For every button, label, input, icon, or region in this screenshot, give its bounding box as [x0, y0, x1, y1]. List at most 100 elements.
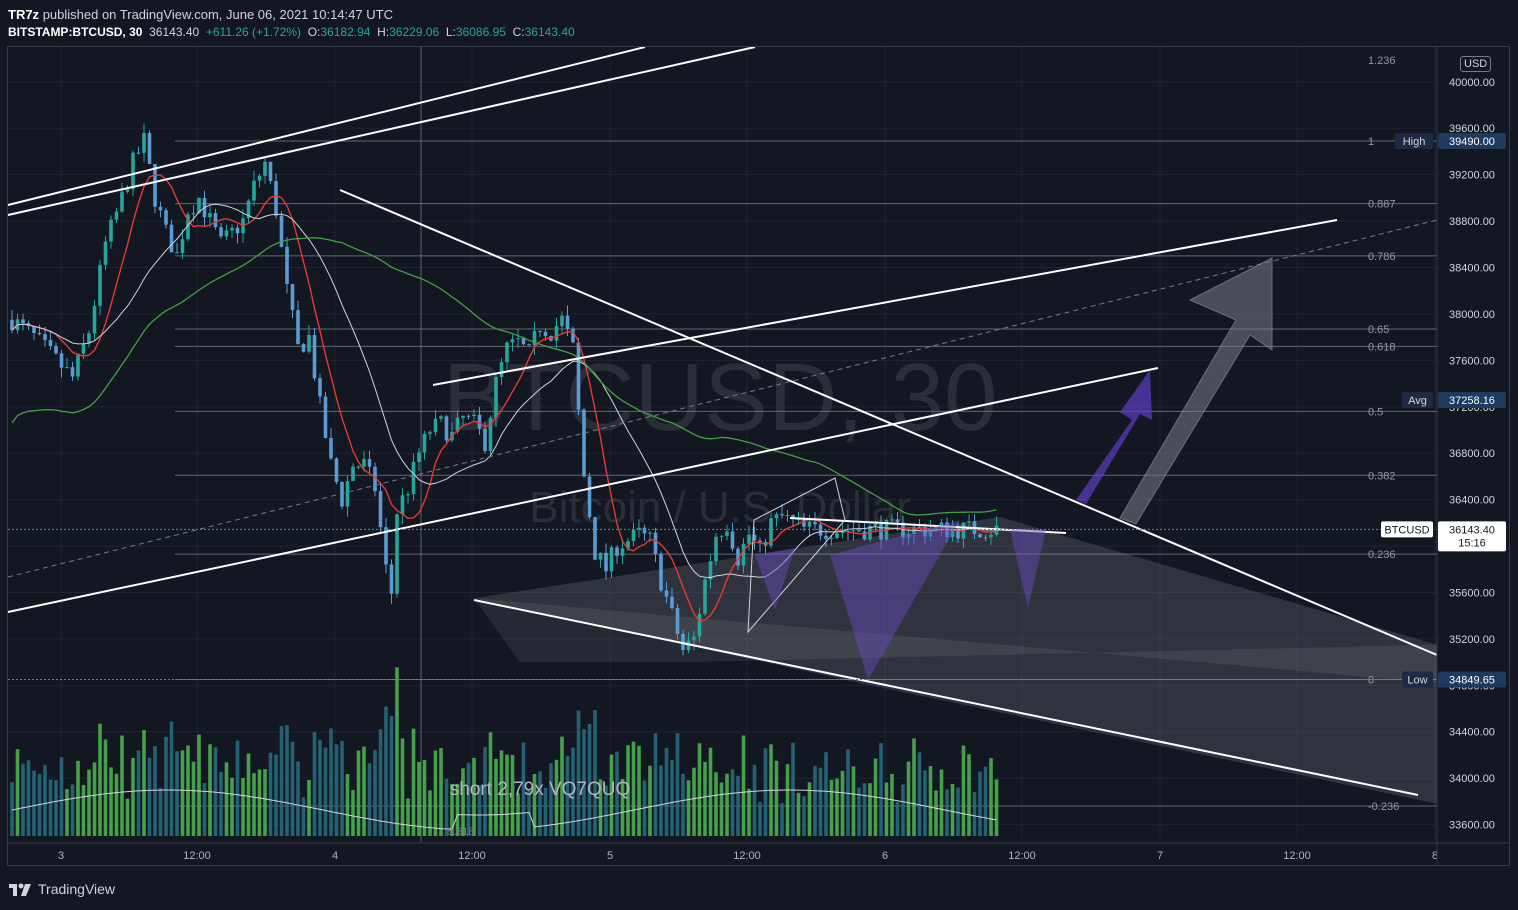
fib-level-label: 0.5: [1368, 406, 1383, 418]
y-tick-label: 35600.00: [1449, 587, 1495, 599]
candle-body: [769, 518, 773, 546]
candle-body: [983, 537, 988, 539]
candle-body: [197, 197, 201, 214]
volume-bar: [510, 755, 515, 836]
volume-bar: [197, 734, 201, 836]
y-tick-label: 39600.00: [1449, 123, 1495, 135]
volume-bar: [103, 739, 108, 836]
candle-body: [472, 414, 476, 417]
candle-body: [389, 564, 394, 594]
volume-bar: [653, 733, 658, 836]
candle-body: [131, 152, 135, 190]
candle-body: [70, 367, 75, 377]
volume-bar: [725, 773, 729, 836]
volume-bar: [334, 744, 339, 836]
volume-bar: [472, 757, 476, 836]
candle-body: [439, 416, 443, 419]
currency-tag[interactable]: USD: [1460, 56, 1492, 72]
candle-body: [626, 541, 630, 549]
candle-body: [373, 466, 377, 492]
volume-bar: [582, 729, 586, 836]
price-tag-value-bg: [1438, 671, 1506, 688]
candle-body: [637, 527, 641, 530]
volume-bar: [609, 754, 614, 836]
y-tick-label: 33600.00: [1449, 820, 1495, 832]
volume-bar: [521, 742, 526, 836]
candle-body: [340, 482, 344, 507]
volume-bar: [835, 778, 839, 836]
volume-bar: [956, 787, 960, 836]
volume-bar: [422, 759, 427, 836]
volume-bar: [76, 760, 80, 836]
x-tick-label: 5: [607, 850, 613, 862]
volume-bar: [747, 788, 751, 836]
volume-bar: [131, 757, 135, 836]
volume-bar: [230, 777, 234, 836]
high-label: H:: [377, 25, 390, 39]
fib-level-label: 0.65: [1368, 324, 1389, 336]
candle-body: [252, 180, 256, 201]
trend-line: [7, 367, 1159, 613]
tradingview-brand: TradingView: [38, 881, 116, 897]
volume-bar: [675, 733, 680, 836]
volume-bar: [813, 765, 817, 836]
ohlc-legend: BITSTAMP:BTCUSD, 30 36143.40 +611.26 (+1…: [8, 25, 575, 39]
y-tick-label: 36400.00: [1449, 495, 1495, 507]
volume-bar: [560, 736, 564, 836]
price-tag-name: High: [1403, 136, 1426, 148]
volume-bar: [274, 754, 278, 836]
candle-body: [323, 396, 328, 438]
candle-body: [587, 476, 592, 518]
volume-bar: [488, 732, 493, 836]
candle-body: [296, 310, 300, 345]
candle-body: [824, 535, 828, 539]
candle-body: [736, 548, 740, 566]
trend-line: [432, 219, 1338, 386]
volume-bar: [972, 792, 977, 836]
candle-body: [758, 540, 762, 543]
volume-bar: [901, 784, 905, 836]
candle-body: [978, 534, 982, 538]
candle-body: [48, 339, 53, 346]
candle-body: [609, 547, 614, 572]
fib-level-label: 0.382: [1368, 470, 1396, 482]
volume-bar: [890, 773, 894, 836]
y-tick-label: 38000.00: [1449, 309, 1495, 321]
candle-body: [109, 219, 113, 242]
volume-bar: [180, 750, 185, 836]
candle-body: [461, 415, 465, 418]
candle-body: [268, 161, 273, 182]
trend-line: [473, 599, 1419, 796]
price-tag-value: 37258.16: [1449, 395, 1495, 407]
candle-body: [807, 521, 812, 527]
volume-bar: [235, 740, 240, 836]
candle-body: [488, 417, 493, 452]
volume-bar: [807, 782, 812, 836]
volume-bar: [158, 787, 163, 836]
ma-white-line: [11, 203, 997, 579]
y-tick-label: 34000.00: [1449, 773, 1495, 785]
volume-bar: [65, 789, 69, 836]
volume-bar: [516, 793, 520, 836]
volume-bar: [367, 763, 372, 836]
candle-body: [142, 132, 146, 153]
volume-bar: [351, 790, 355, 836]
volume-bar: [648, 765, 652, 836]
tradingview-logo[interactable]: TradingView: [8, 880, 115, 898]
candle-body: [257, 175, 262, 181]
candle-body: [444, 416, 449, 441]
candle-body: [967, 521, 971, 523]
candle-body: [813, 521, 817, 525]
candle-body: [939, 522, 944, 527]
volume-ma-label: 8.618: [447, 826, 475, 838]
symbol-label[interactable]: BITSTAMP:BTCUSD, 30: [8, 25, 143, 39]
footer: [0, 870, 1518, 910]
pattern-triangle: [830, 520, 960, 680]
volume-bar: [532, 774, 537, 836]
volume-bar: [109, 767, 113, 836]
candle-body: [246, 200, 251, 219]
volume-bar: [719, 782, 724, 836]
x-tick-label: 12:00: [183, 850, 211, 862]
publisher-name[interactable]: TR7z: [8, 7, 40, 22]
